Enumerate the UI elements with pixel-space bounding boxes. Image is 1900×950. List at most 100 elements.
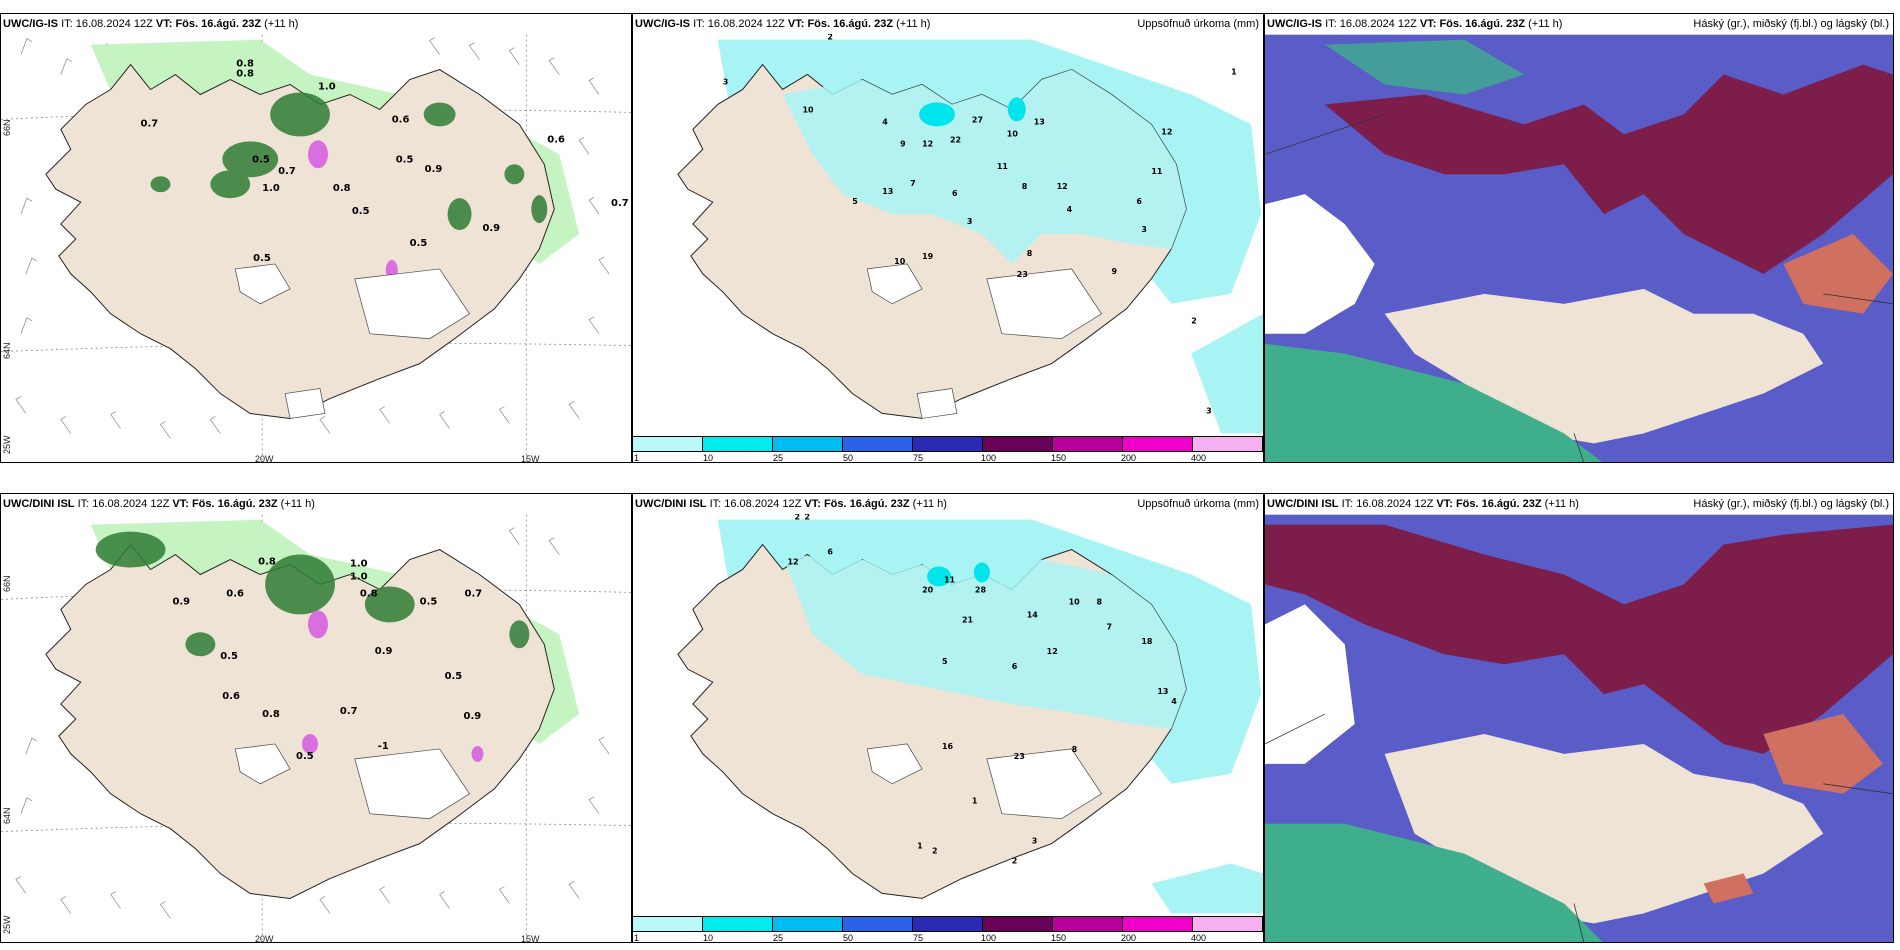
lat-label-64: 64N	[2, 342, 12, 359]
precip-value: 12	[922, 139, 933, 148]
colorbar-tick: 50	[843, 453, 854, 463]
svg-text:0.6: 0.6	[226, 588, 244, 599]
precip-value: 3	[967, 217, 973, 226]
colorbar-swatch	[1193, 917, 1263, 931]
lon-label-25: 25W	[2, 915, 12, 934]
colorbar-tick: 1	[634, 453, 640, 463]
cloud-value: 0.5	[252, 154, 270, 165]
svg-text:0.5: 0.5	[445, 671, 463, 682]
cloud-value: 1.0	[318, 82, 336, 93]
colorbar-swatch	[703, 917, 773, 931]
svg-text:0.9: 0.9	[172, 596, 190, 607]
colorbar-tick: 150	[1051, 933, 1067, 943]
precip-value: 5	[852, 197, 858, 206]
precip-value: 9	[900, 139, 906, 148]
colorbar-tick: 400	[1191, 933, 1207, 943]
colorbar-ticks: 1 10 25 50 75 100 150 200 400	[633, 453, 1263, 463]
precip-title: Uppsöfnuð úrkoma (mm)	[1137, 498, 1259, 510]
precip-value: 3	[1206, 406, 1212, 415]
precip-value: 22	[950, 135, 961, 144]
model-name: UWC/IG-IS	[3, 18, 58, 30]
precip-title: Uppsöfnuð úrkoma (mm)	[1137, 18, 1259, 30]
precip-value: 11	[997, 162, 1008, 171]
colorbar-swatch	[983, 917, 1053, 931]
svg-text:16: 16	[942, 742, 954, 751]
precip-colorbar: 1 10 25 50 75 100 150 200 400	[633, 916, 1263, 942]
svg-text:7: 7	[1106, 622, 1112, 631]
cloud-value: 0.7	[611, 198, 629, 209]
colorbar-swatch	[913, 437, 983, 451]
precip-value: 8	[1027, 249, 1033, 258]
svg-text:0.7: 0.7	[340, 706, 358, 717]
svg-text:23: 23	[1014, 752, 1025, 761]
svg-text:10: 10	[1069, 597, 1081, 606]
model-name: UWC/DINI ISL	[3, 498, 75, 510]
cloud-value: 0.8	[236, 69, 254, 80]
panel-title: UWC/IG-IS IT: 16.08.2024 12Z VT: Fös. 16…	[3, 18, 299, 30]
svg-text:0.8: 0.8	[262, 709, 280, 720]
panel-title: UWC/IG-IS IT: 16.08.2024 12Z VT: Fös. 16…	[1267, 18, 1563, 30]
colorbar-swatch	[843, 437, 913, 451]
cloud-value: 0.7	[278, 166, 296, 177]
lat-label-66: 66N	[2, 575, 12, 592]
svg-text:0.5: 0.5	[420, 596, 438, 607]
colorbar-tick: 50	[843, 933, 854, 943]
precip-value: 23	[1017, 270, 1028, 279]
svg-text:0.7: 0.7	[465, 588, 483, 599]
precip-colorbar: 1 10 25 50 75 100 150 200 400	[633, 436, 1263, 462]
cloud-value: 1.0	[262, 183, 280, 194]
precip-value: 8	[1022, 182, 1028, 191]
precip-value: 2	[827, 34, 833, 42]
precip-value: 6	[1136, 197, 1142, 206]
svg-text:1.0: 1.0	[350, 571, 368, 582]
svg-text:28: 28	[975, 585, 987, 594]
precip-value: 12	[1161, 127, 1172, 136]
model-name: UWC/DINI ISL	[1267, 498, 1339, 510]
cloud-value: 0.6	[392, 114, 410, 125]
model-name: UWC/IG-IS	[635, 18, 690, 30]
precip-value: 13	[1034, 117, 1045, 126]
colorbar-tick: 75	[913, 933, 924, 943]
colorbar-tick: 100	[981, 453, 997, 463]
svg-text:11: 11	[944, 575, 955, 584]
svg-text:5: 5	[942, 657, 948, 666]
colorbar-tick: 200	[1121, 933, 1137, 943]
colorbar-swatch	[983, 437, 1053, 451]
precip-value: 1	[1231, 68, 1237, 77]
colorbar-tick: 150	[1051, 453, 1067, 463]
cloud-value: 0.7	[141, 118, 159, 129]
precip-value: 3	[1141, 225, 1147, 234]
cloud-value: 0.5	[253, 253, 271, 264]
wind-map: 0.8 1.0 0.9 0.6 0.8 0.5 0.7 0.9 0.5 0.6 …	[1, 514, 631, 942]
lon-label-20: 20W	[255, 934, 274, 943]
model-name: UWC/DINI ISL	[635, 498, 707, 510]
colorbar-tick: 1	[634, 933, 640, 943]
colorbar-tick: 75	[913, 453, 924, 463]
precip-value: 11	[1151, 167, 1162, 176]
precip-value: 2	[1191, 317, 1197, 326]
colorbar-tick: 200	[1121, 453, 1137, 463]
svg-text:12: 12	[1047, 647, 1058, 656]
model-name: UWC/IG-IS	[1267, 18, 1322, 30]
svg-text:0.8: 0.8	[258, 557, 276, 568]
precip-value: 7	[910, 179, 916, 188]
precip-value: 9	[1111, 267, 1117, 276]
svg-text:13: 13	[1157, 687, 1168, 696]
svg-text:8: 8	[1097, 597, 1103, 606]
colorbar-swatch	[913, 917, 983, 931]
panel-cloud-igis: UWC/IG-IS IT: 16.08.2024 12Z VT: Fös. 16…	[1264, 13, 1894, 463]
svg-text:2: 2	[794, 514, 800, 522]
svg-text:2: 2	[932, 847, 938, 856]
svg-text:2: 2	[804, 514, 810, 522]
colorbar-swatch	[633, 917, 703, 931]
colorbar-ticks: 1 10 25 50 75 100 150 200 400	[633, 933, 1263, 943]
svg-text:0.5: 0.5	[296, 751, 314, 762]
colorbar-swatch	[1123, 917, 1193, 931]
precip-map: 2 6 12 20 11 28 21 14 10 8 7 18 12 6 13 …	[633, 514, 1263, 914]
svg-text:0.6: 0.6	[222, 691, 240, 702]
svg-text:2: 2	[1012, 857, 1018, 866]
wind-map: 0.8 0.8 1.0 0.7 0.5 0.7 1.0 0.8 0.6 0.9 …	[1, 34, 631, 462]
svg-text:18: 18	[1141, 637, 1153, 646]
cloud-value: 0.9	[425, 164, 443, 175]
precip-value: 10	[894, 257, 906, 266]
